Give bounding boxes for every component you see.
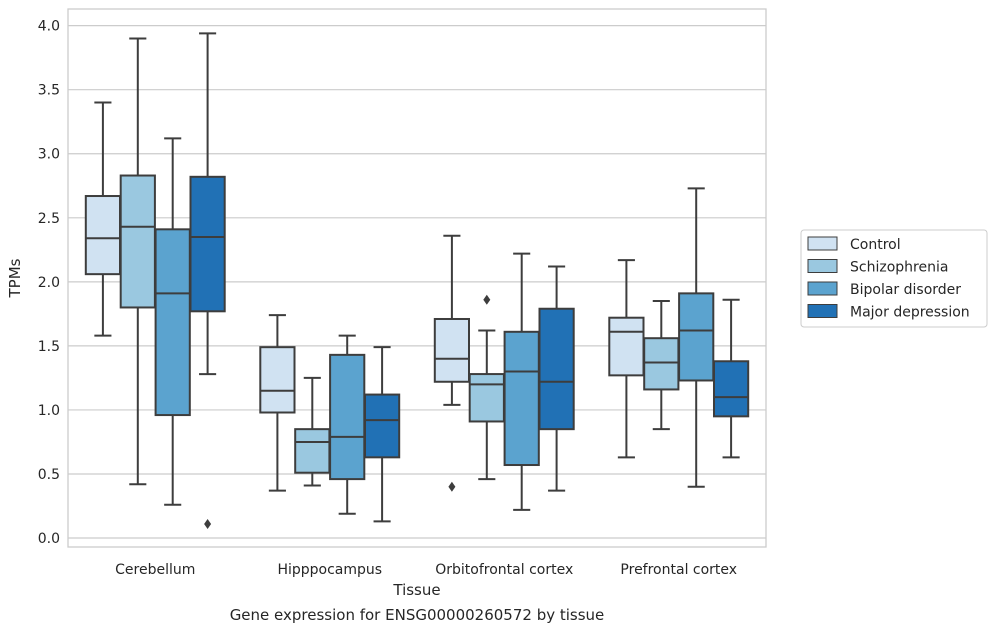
box-body — [84, 195, 122, 276]
x-axis-label: Tissue — [392, 581, 440, 599]
box-body — [678, 292, 715, 382]
box-prefrontal-cortex-schizophrenia — [643, 300, 680, 431]
x-tick-labels: Cerebellum Hipppocampus Orbitofrontal cort… — [115, 562, 737, 578]
legend-label: Major depression — [850, 305, 970, 321]
box-hipppocampus-major-depression — [363, 346, 401, 523]
box-body — [119, 174, 156, 309]
y-tick-label: 0.0 — [38, 531, 60, 547]
y-tick-label: 1.0 — [38, 403, 60, 419]
y-tick-label: 1.5 — [38, 339, 60, 355]
box-body — [329, 353, 366, 481]
outlier-point — [448, 481, 456, 492]
y-tick-label: 2.0 — [38, 275, 60, 291]
box-cerebellum-control — [84, 101, 122, 337]
legend-label: Schizophrenia — [850, 260, 948, 276]
box-body — [189, 175, 226, 313]
legend: Control Schizophrenia Bipolar disorder Majo… — [800, 229, 988, 328]
legend-swatch — [807, 236, 838, 251]
box-prefrontal-cortex-major-depression — [712, 298, 750, 459]
box-prefrontal-cortex-bipolar-disorder — [678, 187, 715, 488]
box-body — [643, 337, 680, 391]
outlier-point — [483, 294, 491, 305]
legend-swatch — [807, 281, 838, 296]
box-body — [259, 346, 296, 414]
legend-swatch — [807, 259, 838, 273]
x-tick-label: Hipppocampus — [277, 562, 382, 578]
box-cerebellum-major-depression — [189, 32, 226, 529]
box-cerebellum-schizophrenia — [119, 37, 156, 486]
figure-caption: Gene expression for ENSG00000260572 by t… — [229, 606, 605, 624]
legend-label: Bipolar disorder — [850, 282, 961, 298]
box-body — [294, 428, 331, 474]
box-orbitofrontal-cortex-control — [433, 234, 471, 492]
y-tick-label: 0.5 — [38, 467, 60, 483]
x-tick-label: Orbitofrontal cortex — [435, 562, 573, 578]
box-body — [608, 316, 645, 377]
box-cerebellum-bipolar-disorder — [154, 137, 191, 506]
legend-frame — [800, 229, 988, 328]
box-body — [154, 228, 191, 417]
legend-swatch — [807, 304, 838, 318]
box-body — [503, 330, 540, 467]
box-orbitofrontal-cortex-schizophrenia — [468, 294, 505, 481]
y-tick-label: 3.0 — [38, 147, 60, 163]
box-hipppocampus-control — [259, 314, 296, 492]
box-body — [468, 373, 505, 423]
y-tick-label: 2.5 — [38, 211, 60, 227]
box-body — [363, 393, 401, 459]
plot-frame — [67, 8, 767, 548]
box-hipppocampus-schizophrenia — [294, 376, 331, 487]
box-body — [538, 307, 575, 431]
x-tick-label: Prefrontal cortex — [620, 562, 737, 578]
box-body — [433, 317, 471, 383]
box-orbitofrontal-cortex-bipolar-disorder — [503, 252, 540, 511]
y-tick-label: 3.5 — [38, 83, 60, 99]
outlier-point — [204, 518, 212, 529]
y-tick-label: 4.0 — [38, 19, 60, 35]
legend-label: Control — [850, 237, 901, 253]
boxes — [84, 32, 750, 529]
box-prefrontal-cortex-control — [608, 259, 645, 459]
box-body — [712, 360, 750, 418]
y-tick-labels: 0.0 0.5 1.0 1.5 2.0 2.5 3.0 3.5 4.0 — [38, 19, 60, 547]
y-axis-label: TPMs — [6, 258, 24, 298]
x-tick-label: Cerebellum — [115, 562, 195, 578]
box-orbitofrontal-cortex-major-depression — [538, 265, 575, 492]
box-hipppocampus-bipolar-disorder — [329, 334, 366, 515]
